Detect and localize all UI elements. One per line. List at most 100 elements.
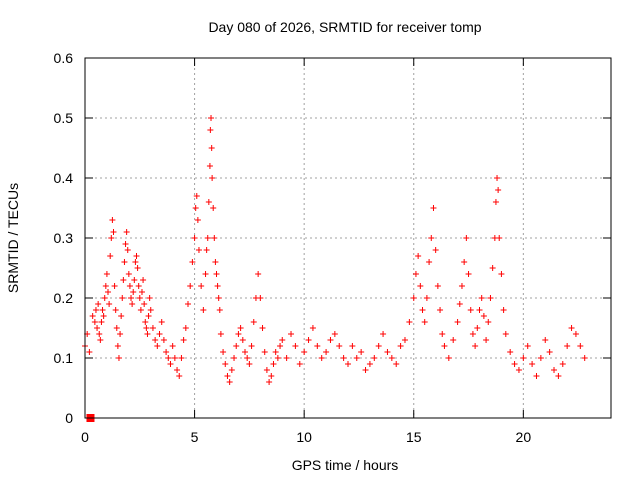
data-point <box>208 115 215 121</box>
data-point <box>432 247 439 253</box>
data-point <box>239 337 246 343</box>
data-point <box>193 193 200 199</box>
data-point <box>384 349 391 355</box>
data-point <box>133 253 140 259</box>
data-point <box>142 319 149 325</box>
data-point <box>437 307 444 313</box>
y-tick-label: 0.1 <box>54 350 74 366</box>
data-point <box>144 331 151 337</box>
data-point <box>500 307 507 313</box>
data-point <box>120 277 127 283</box>
data-point <box>458 283 465 289</box>
data-point <box>132 259 139 265</box>
data-point <box>485 319 492 325</box>
data-point <box>182 325 189 331</box>
data-point <box>244 355 251 361</box>
data-point <box>366 361 373 367</box>
data-point <box>119 295 126 301</box>
data-point <box>257 295 264 301</box>
data-point <box>189 259 196 265</box>
data-point <box>461 259 468 265</box>
data-point <box>209 175 216 181</box>
data-point <box>97 337 104 343</box>
data-point <box>103 271 110 277</box>
data-point <box>222 361 229 367</box>
data-point <box>581 355 588 361</box>
data-point <box>176 373 183 379</box>
data-point <box>533 373 540 379</box>
data-point <box>430 205 437 211</box>
data-point <box>92 307 99 313</box>
data-point <box>158 319 165 325</box>
data-point <box>194 217 201 223</box>
data-point <box>216 307 223 313</box>
data-point <box>410 295 417 301</box>
data-point <box>345 361 351 367</box>
y-tick-label: 0.4 <box>54 170 74 186</box>
data-point <box>502 331 509 337</box>
data-point <box>110 229 117 235</box>
data-point <box>478 295 485 301</box>
data-point <box>483 337 490 343</box>
data-point <box>130 289 137 295</box>
y-tick-label: 0 <box>65 410 73 426</box>
data-point <box>94 325 101 331</box>
data-point <box>537 355 544 361</box>
data-point <box>507 349 514 355</box>
y-tick-label: 0.2 <box>54 290 74 306</box>
data-point <box>261 349 268 355</box>
data-point <box>205 199 212 205</box>
data-point <box>375 343 382 349</box>
data-point <box>86 349 93 355</box>
chart-title: Day 080 of 2026, SRMTID for receiver tom… <box>208 19 481 35</box>
data-point <box>428 235 435 241</box>
data-point <box>568 325 575 331</box>
data-point <box>349 343 356 349</box>
data-point <box>496 235 503 241</box>
data-point <box>340 355 347 361</box>
data-point <box>498 271 505 277</box>
data-point <box>160 337 167 343</box>
data-point <box>129 301 136 307</box>
data-point <box>137 307 144 313</box>
data-point <box>207 127 214 133</box>
x-tick-label: 0 <box>81 429 89 445</box>
data-point <box>98 319 105 325</box>
data-point <box>187 283 194 289</box>
data-point <box>426 259 433 265</box>
x-tick-label: 10 <box>296 429 312 445</box>
data-point <box>476 307 483 313</box>
data-point <box>274 355 281 361</box>
data-point <box>263 367 270 373</box>
data-point <box>165 355 172 361</box>
data-point <box>145 313 152 319</box>
data-point <box>217 331 224 337</box>
data-point <box>309 325 316 331</box>
data-point <box>292 343 299 349</box>
data-point <box>154 343 161 349</box>
y-axis-title: SRMTID / TECUs <box>5 183 21 293</box>
data-point <box>114 343 121 349</box>
data-point <box>272 349 279 355</box>
data-point <box>314 343 321 349</box>
data-point <box>203 247 210 253</box>
data-point <box>141 301 148 307</box>
data-point <box>140 277 147 283</box>
data-point <box>102 283 109 289</box>
data-point <box>149 325 156 331</box>
data-point <box>564 343 571 349</box>
data-point <box>434 283 441 289</box>
data-point <box>353 355 360 361</box>
y-tick-label: 0.6 <box>54 50 74 66</box>
data-point <box>454 319 461 325</box>
data-point <box>111 283 118 289</box>
x-tick-label: 15 <box>406 429 422 445</box>
data-point <box>214 283 221 289</box>
data-point <box>362 367 369 373</box>
data-point <box>494 175 501 181</box>
data-point <box>336 343 343 349</box>
data-point <box>305 337 312 343</box>
data-point <box>112 307 119 313</box>
data-point <box>146 295 153 301</box>
